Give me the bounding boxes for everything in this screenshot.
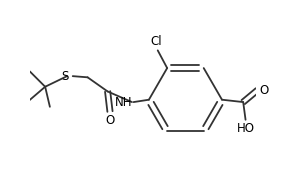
Text: O: O (105, 114, 115, 127)
Text: NH: NH (114, 96, 132, 108)
Text: Cl: Cl (151, 36, 162, 48)
Text: S: S (61, 70, 69, 83)
Text: HO: HO (237, 122, 255, 135)
Text: O: O (259, 84, 269, 97)
